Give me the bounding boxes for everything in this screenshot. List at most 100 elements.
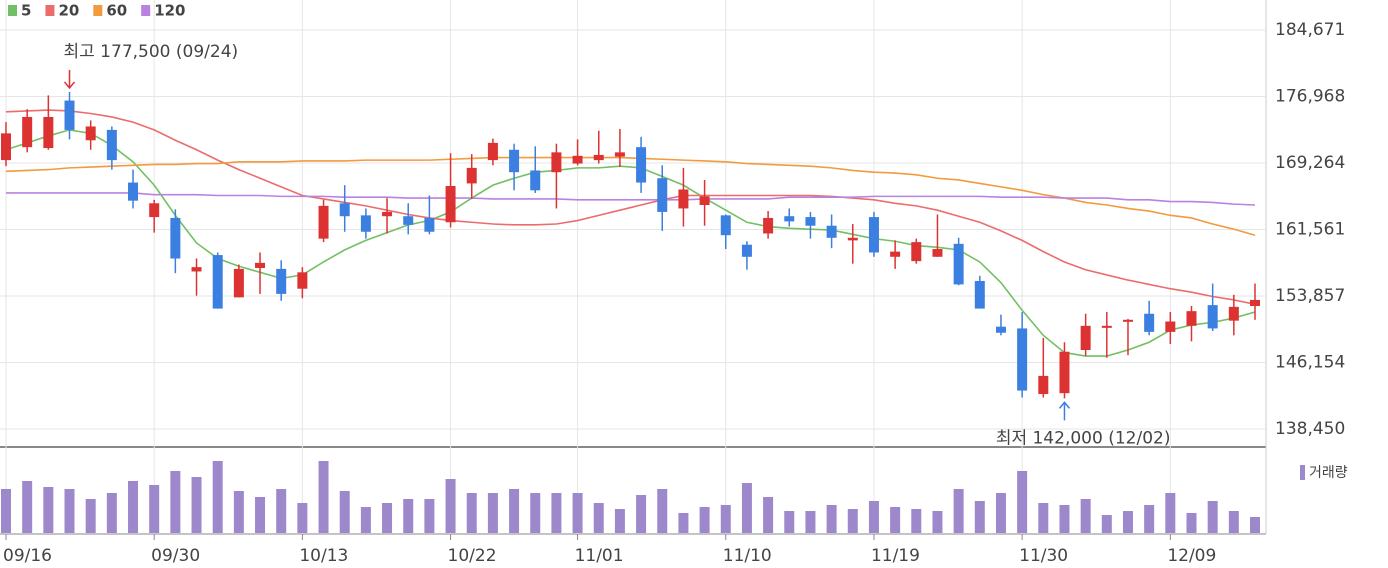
candle-body (424, 217, 435, 232)
candle-body (763, 217, 774, 234)
x-tick-label: 11/30 (1019, 546, 1068, 566)
candle-body (826, 225, 837, 238)
volume-bar (1144, 505, 1155, 533)
volume-bar (424, 499, 435, 533)
x-tick-label: 09/16 (3, 546, 52, 566)
ma-line (5, 109, 1256, 306)
candle-body (720, 215, 731, 236)
volume-bar (212, 461, 223, 533)
y-tick-label: 169,264 (1275, 153, 1345, 173)
candle-body (106, 129, 117, 161)
volume-bar (1122, 511, 1133, 533)
candle-body (1186, 311, 1197, 326)
volume-bar (403, 499, 414, 533)
ma-line (6, 192, 1256, 206)
candle-body (868, 217, 879, 253)
volume-bar (572, 493, 583, 533)
volume-bar (170, 471, 181, 533)
volume-bar (805, 511, 816, 533)
volume-bar (890, 507, 901, 533)
candle-body (212, 255, 223, 309)
candle-body (1, 133, 11, 161)
x-tick-label: 11/10 (723, 546, 772, 566)
volume-bar (614, 509, 625, 533)
volume-bar (43, 487, 54, 533)
volume-bar (636, 495, 647, 533)
volume-bar (487, 493, 498, 533)
volume-bar (128, 481, 139, 533)
candle-body (170, 217, 181, 259)
volume-bar (1, 489, 11, 533)
volume-bar (741, 483, 752, 533)
volume-bar (826, 505, 837, 533)
candle-body (699, 196, 710, 205)
legend-label: 60 (106, 2, 127, 20)
volume-bar (551, 493, 562, 533)
volume-bar (445, 479, 456, 533)
volume-bar (932, 511, 943, 533)
candle-body (953, 243, 964, 285)
volume-bar (593, 503, 604, 533)
volume-bar (763, 497, 774, 533)
volume-bar (699, 507, 710, 533)
candle-body (551, 152, 562, 173)
volume-bar (530, 493, 541, 533)
x-tick-label: 12/09 (1167, 546, 1216, 566)
volume-bar (1228, 511, 1239, 533)
candle-body (445, 186, 456, 223)
candle-body (509, 149, 520, 173)
candle-body (1228, 306, 1239, 321)
candle-body (339, 203, 350, 217)
candle-body (593, 154, 604, 161)
volume-bar (382, 503, 393, 533)
volume-bar (847, 509, 858, 533)
volume-bar (784, 511, 795, 533)
candle-body (1080, 325, 1091, 351)
volume-bar (1207, 501, 1218, 533)
volume-bar (276, 489, 287, 533)
volume-bar (360, 507, 371, 533)
volume-bar (191, 477, 202, 533)
candle-body (1017, 328, 1028, 391)
candle-body (911, 242, 922, 262)
x-tick-label: 11/19 (871, 546, 920, 566)
legend-swatch (1300, 465, 1305, 480)
candle-body (149, 203, 160, 218)
volume-bar (720, 505, 731, 533)
volume-bar (1165, 493, 1176, 533)
candle-body (1144, 313, 1155, 332)
y-tick-label: 146,154 (1275, 352, 1345, 372)
volume-bar (1038, 503, 1049, 533)
candle-body (22, 116, 33, 148)
candle-body (64, 100, 75, 130)
candle-body (932, 249, 943, 257)
x-tick-label: 10/22 (448, 546, 497, 566)
volume-bar (255, 497, 266, 533)
candle-body (1250, 299, 1260, 306)
volume-bar (106, 493, 117, 533)
candle-body (1101, 325, 1112, 328)
volume-bar (509, 489, 520, 533)
volume-bar (297, 503, 308, 533)
volume-bar (974, 501, 985, 533)
volume-bar (995, 493, 1006, 533)
candle-body (1038, 375, 1049, 395)
candle-body (1165, 321, 1176, 332)
volume-bar (1080, 499, 1091, 533)
volume-bar (953, 489, 964, 533)
candle-body (614, 152, 625, 157)
candle-body (974, 280, 985, 309)
ma-line (5, 156, 1256, 236)
legend-swatch (141, 5, 151, 16)
volume-bar (868, 501, 879, 533)
volume-bar (85, 499, 96, 533)
volume-bar (1101, 515, 1112, 533)
y-tick-label: 176,968 (1275, 87, 1345, 107)
volume-bar (1059, 505, 1070, 533)
volume-bar (1186, 513, 1197, 533)
legend-swatch (45, 5, 55, 16)
candle-body (805, 217, 816, 226)
candle-body (678, 189, 689, 209)
